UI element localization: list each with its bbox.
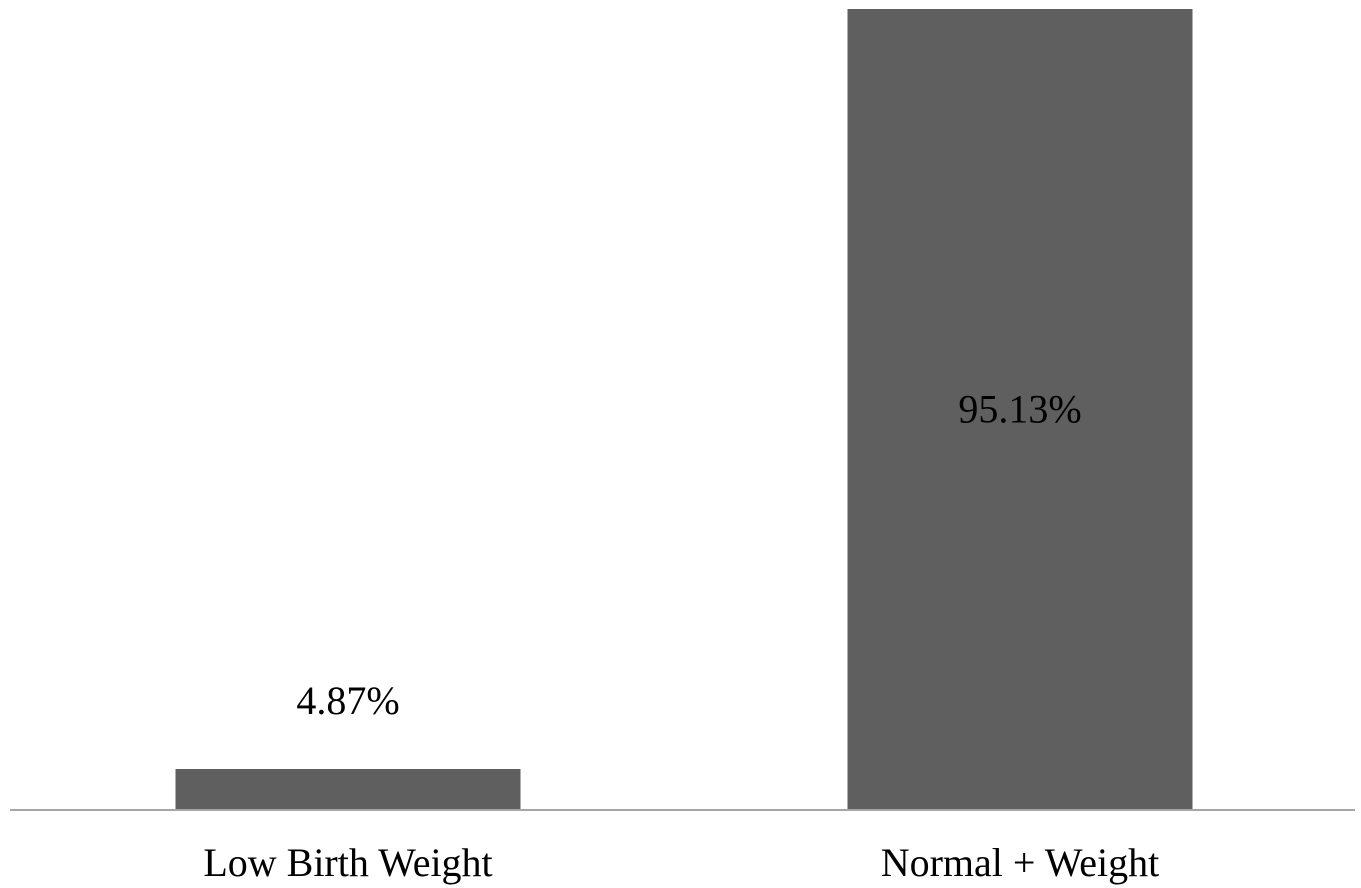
bars-group: [175, 9, 1193, 810]
category-label-0: Low Birth Weight: [203, 840, 492, 885]
bar-1: [847, 9, 1193, 810]
data-labels-group: 4.87% 95.13%: [296, 387, 1081, 723]
data-label-1: 95.13%: [958, 387, 1081, 432]
data-label-0: 4.87%: [296, 678, 399, 723]
category-label-1: Normal + Weight: [881, 840, 1160, 885]
bar-0: [175, 768, 521, 810]
category-labels-group: Low Birth Weight Normal + Weight: [203, 840, 1159, 885]
